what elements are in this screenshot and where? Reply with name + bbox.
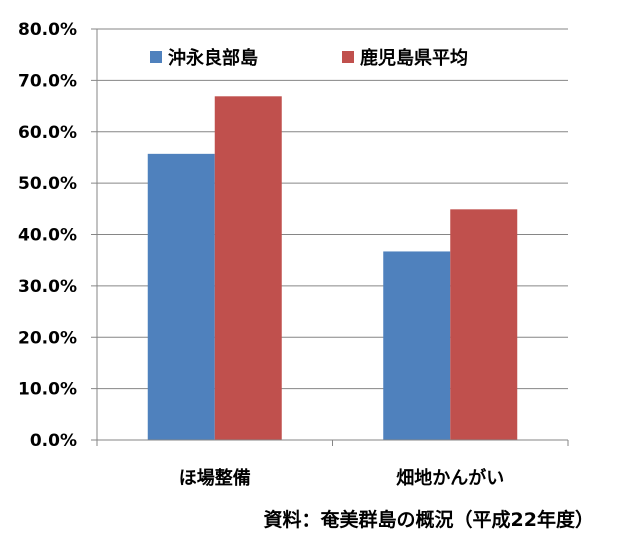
source-note: 資料：奄美群島の概況（平成22年度） — [263, 509, 594, 531]
y-tick-label: 60.0% — [18, 123, 77, 143]
legend-label: 鹿児島県平均 — [360, 47, 468, 69]
y-tick-label: 40.0% — [18, 226, 77, 246]
axes — [91, 28, 569, 446]
y-tick-label: 30.0% — [18, 277, 77, 297]
bar — [450, 209, 518, 440]
y-axis-ticks: 0.0% 10.0% 20.0% 30.0% 40.0% 50.0% 60.0% 70.0% 8… — [18, 20, 77, 451]
y-tick-label: 20.0% — [18, 328, 77, 348]
y-tick-label: 80.0% — [18, 20, 77, 40]
y-tick-label: 50.0% — [18, 174, 77, 194]
legend-swatch — [342, 51, 354, 63]
bar — [214, 96, 282, 441]
bar — [147, 153, 215, 440]
legend: 沖永良部島 鹿児島県平均 — [150, 47, 468, 69]
y-tick-label: 70.0% — [18, 71, 77, 91]
x-category-label: ほ場整備 — [179, 467, 251, 489]
legend-swatch — [150, 51, 162, 63]
x-category-label: 畑地かんがい — [396, 467, 504, 489]
legend-label: 沖永良部島 — [168, 47, 258, 69]
x-axis-categories: ほ場整備 畑地かんがい — [179, 467, 505, 489]
bar — [383, 251, 451, 440]
y-tick-label: 10.0% — [18, 380, 77, 400]
bars — [147, 96, 518, 441]
y-tick-label: 0.0% — [30, 431, 77, 451]
